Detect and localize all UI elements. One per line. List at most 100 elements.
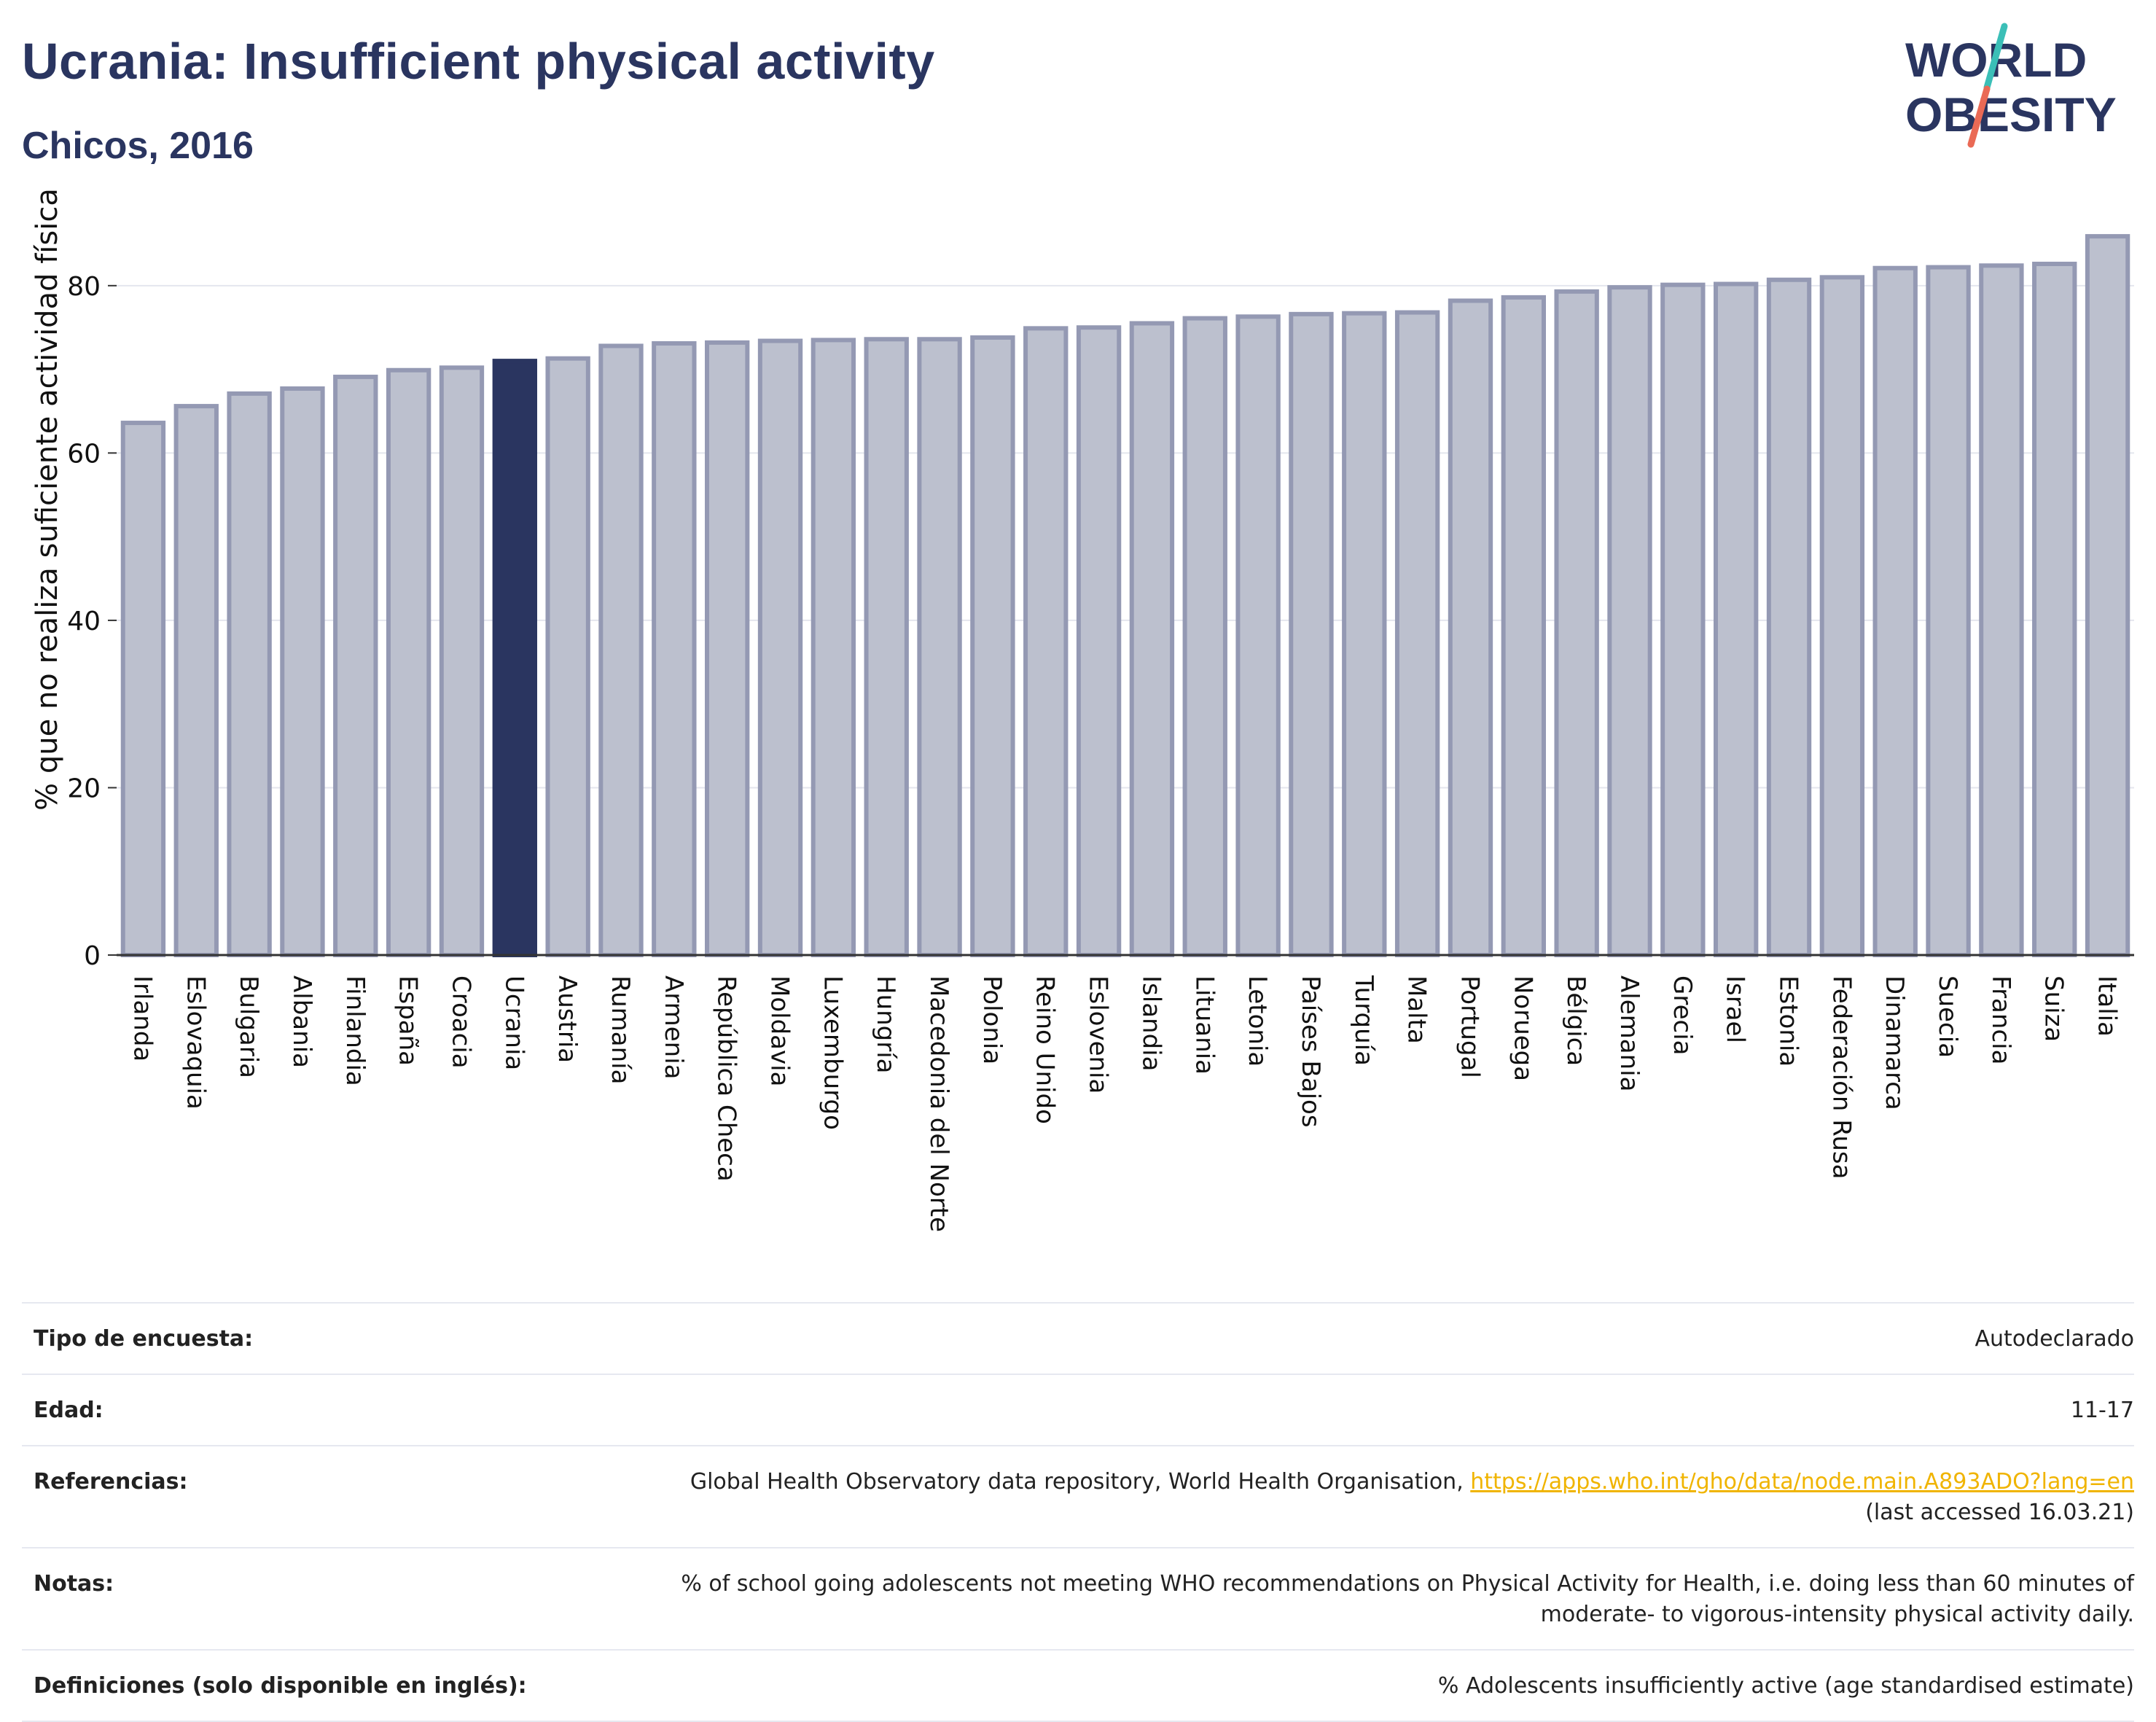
info-row-references: Referencias: Global Health Observatory d… bbox=[22, 1445, 2134, 1547]
x-tick-label: República Checa bbox=[712, 975, 741, 1182]
x-tick-label: Finlandia bbox=[340, 975, 370, 1086]
info-label: Tipo de encuesta: bbox=[34, 1326, 254, 1352]
info-value: 11-17 bbox=[2070, 1398, 2134, 1423]
info-label: Referencias: bbox=[34, 1469, 188, 1495]
bar-república-checa bbox=[705, 340, 750, 957]
logo-slash-coral bbox=[1967, 85, 1991, 148]
info-row-survey-type: Tipo de encuesta: Autodeclarado bbox=[22, 1302, 2134, 1374]
x-tick-label: Federación Rusa bbox=[1827, 975, 1856, 1179]
logo-slash-teal bbox=[1983, 23, 2008, 91]
x-tick-label: Irlanda bbox=[128, 975, 157, 1061]
reference-link[interactable]: https://apps.who.int/gho/data/node.main.… bbox=[1470, 1469, 2134, 1495]
x-tick-label: Islandia bbox=[1136, 975, 1165, 1071]
x-tick-label: Hungría bbox=[871, 975, 900, 1074]
x-tick-label: Países Bajos bbox=[1296, 975, 1325, 1128]
x-tick-label: Eslovaquia bbox=[181, 975, 210, 1110]
bar-moldavia bbox=[757, 338, 803, 957]
x-tick-label: Portugal bbox=[1455, 975, 1484, 1078]
info-row-definitions: Definiciones (solo disponible en inglés)… bbox=[22, 1649, 2134, 1722]
bar-eslovenia bbox=[1076, 325, 1122, 958]
info-label: Edad: bbox=[34, 1398, 103, 1423]
bar-luxemburgo bbox=[811, 338, 856, 957]
bar-países-bajos bbox=[1289, 311, 1334, 958]
bar-bélgica bbox=[1554, 289, 1599, 957]
info-label: Notas: bbox=[34, 1571, 114, 1597]
bar-bulgaria bbox=[227, 391, 272, 957]
x-tick-label: Malta bbox=[1402, 975, 1432, 1044]
bar-malta bbox=[1394, 310, 1440, 957]
x-tick-label: Croacia bbox=[446, 975, 475, 1069]
x-axis-labels: Irlanda Eslovaquia Bulgaria Albania Finlandi… bbox=[128, 975, 2121, 1232]
bar-italia bbox=[2085, 234, 2130, 957]
bar-suiza bbox=[2032, 261, 2077, 957]
info-label: Definiciones (solo disponible en inglés)… bbox=[34, 1673, 527, 1699]
x-tick-label: Suecia bbox=[1933, 975, 1962, 1058]
x-tick-label: Armenia bbox=[659, 975, 688, 1080]
bar-alemania bbox=[1607, 285, 1652, 957]
x-tick-label: Lituania bbox=[1190, 975, 1219, 1075]
x-tick-label: Dinamarca bbox=[1880, 975, 1909, 1110]
info-value: Global Health Observatory data repositor… bbox=[690, 1467, 2134, 1528]
bar-españa bbox=[386, 367, 431, 957]
bar-croacia bbox=[439, 365, 485, 957]
bar-israel bbox=[1714, 281, 1759, 958]
bar-armenia bbox=[652, 341, 697, 957]
bar-federación-rusa bbox=[1819, 275, 1865, 958]
x-tick-label: Moldavia bbox=[765, 975, 794, 1086]
y-tick-label: 60 bbox=[67, 439, 101, 469]
y-axis-ticks: 0 20 40 60 80 bbox=[67, 272, 117, 971]
bar-irlanda bbox=[120, 421, 166, 957]
bar-rumanía bbox=[598, 343, 644, 958]
x-tick-label: España bbox=[394, 975, 423, 1066]
bar-albania bbox=[280, 386, 325, 957]
x-tick-label: Grecia bbox=[1668, 975, 1697, 1055]
bar-noruega bbox=[1501, 295, 1546, 957]
x-tick-label: Macedonia del Norte bbox=[924, 975, 953, 1232]
bar-chart: 0 20 40 60 80 Irlanda Eslovaquia Bulgaria Alban… bbox=[31, 188, 2134, 1232]
logo-text-obesity: OBESITY bbox=[1905, 87, 2117, 141]
bar-letonia bbox=[1235, 314, 1281, 957]
chart-title: Ucrania: Insufficient physical activity bbox=[22, 33, 935, 90]
x-tick-label: Alemania bbox=[1614, 975, 1644, 1091]
x-tick-label: Eslovenia bbox=[1084, 975, 1113, 1094]
x-tick-label: Albania bbox=[287, 975, 316, 1068]
info-row-age: Edad: 11-17 bbox=[22, 1374, 2134, 1445]
bar-macedonia-del-norte bbox=[917, 337, 962, 958]
info-value: % of school going adolescents not meetin… bbox=[681, 1571, 2134, 1627]
bar-islandia bbox=[1129, 321, 1175, 958]
chart-subtitle: Chicos, 2016 bbox=[22, 125, 254, 167]
x-tick-label: Francia bbox=[1986, 975, 2015, 1064]
bar-suecia bbox=[1926, 265, 1971, 957]
bar-reino-unido bbox=[1023, 326, 1069, 957]
bar-finlandia bbox=[333, 374, 378, 957]
y-tick-label: 40 bbox=[67, 607, 101, 636]
bar-ucrania bbox=[492, 359, 537, 957]
y-tick-label: 80 bbox=[67, 272, 101, 302]
reference-accessed: (last accessed 16.03.21) bbox=[1865, 1500, 2134, 1525]
bar-grecia bbox=[1660, 282, 1706, 957]
x-tick-label: Letonia bbox=[1243, 975, 1272, 1067]
info-row-notes: Notas: % of school going adolescents not… bbox=[22, 1547, 2134, 1649]
x-tick-label: Bélgica bbox=[1561, 975, 1590, 1066]
x-tick-label: Luxemburgo bbox=[818, 975, 847, 1130]
bar-polonia bbox=[970, 335, 1015, 957]
y-tick-label: 20 bbox=[67, 774, 101, 803]
x-tick-label: Turquía bbox=[1349, 975, 1378, 1066]
x-tick-label: Bulgaria bbox=[234, 975, 263, 1078]
x-tick-label: Italia bbox=[2093, 975, 2122, 1037]
bar-portugal bbox=[1448, 298, 1493, 957]
x-tick-label: Estonia bbox=[1774, 975, 1803, 1067]
x-tick-label: Ucrania bbox=[499, 975, 528, 1070]
x-tick-label: Reino Unido bbox=[1031, 975, 1060, 1124]
bar-francia bbox=[1979, 263, 2024, 958]
x-tick-label: Polonia bbox=[977, 975, 1007, 1064]
reference-text: Global Health Observatory data repositor… bbox=[690, 1469, 1471, 1495]
bar-estonia bbox=[1766, 277, 1812, 957]
y-tick-label: 0 bbox=[84, 941, 101, 971]
bar-lituania bbox=[1182, 316, 1227, 958]
x-tick-label: Noruega bbox=[1508, 975, 1537, 1081]
x-tick-label: Suiza bbox=[2039, 975, 2069, 1042]
bar-dinamarca bbox=[1872, 265, 1918, 958]
world-obesity-logo: WORLD OBESITY bbox=[1905, 23, 2117, 148]
info-table: Tipo de encuesta: Autodeclarado Edad: 11… bbox=[22, 1302, 2134, 1722]
